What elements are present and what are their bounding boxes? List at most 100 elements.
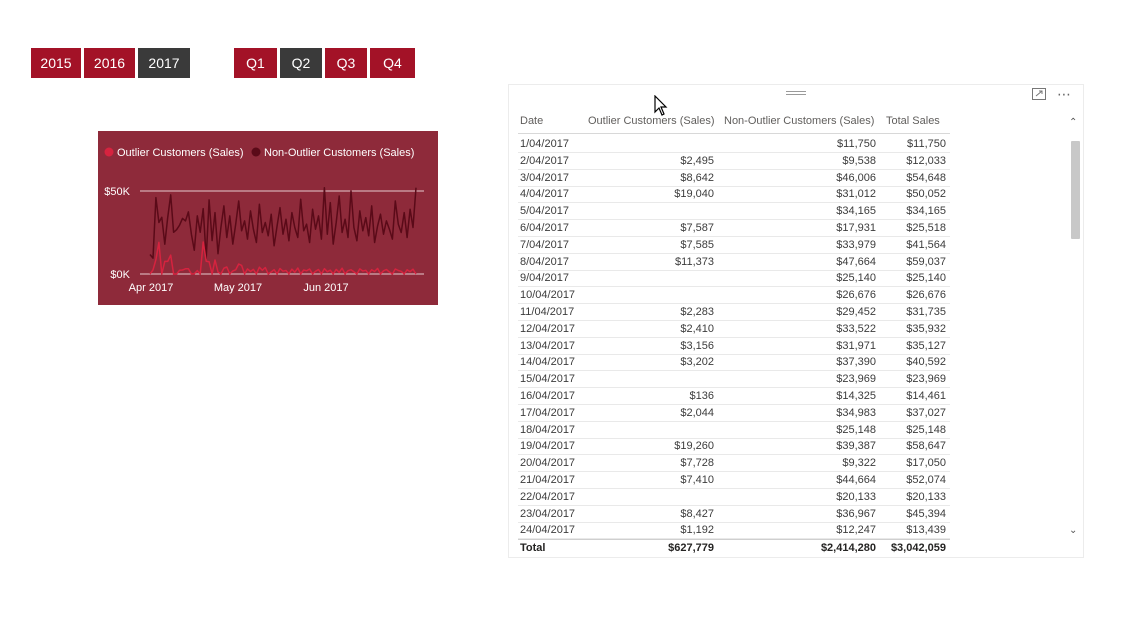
table-row[interactable]: 1/04/2017 $11,750 $11,750	[518, 136, 950, 153]
row-date-cell: 9/04/2017	[520, 272, 569, 285]
table-row[interactable]: 21/04/2017 $7,410 $44,664 $52,074	[518, 472, 950, 489]
y-tick-label: $0K	[110, 269, 130, 281]
row-non-outlier-cell: $31,971	[836, 339, 876, 352]
row-non-outlier-cell: $29,452	[836, 306, 876, 318]
row-outlier-cell: $11,373	[675, 255, 714, 268]
scrollbar-thumb[interactable]	[1071, 141, 1080, 239]
row-date-cell: 11/04/2017	[520, 306, 575, 318]
row-date-cell: 14/04/2017	[520, 356, 576, 369]
row-date-cell: 24/04/2017	[520, 524, 576, 537]
table-row[interactable]: 3/04/2017 $8,642 $46,006 $54,648	[518, 170, 950, 187]
legend-marker	[104, 147, 114, 157]
table-row[interactable]: 12/04/2017 $2,410 $33,522 $35,932	[518, 321, 950, 338]
row-total-cell: $11,750	[907, 138, 946, 150]
table-row[interactable]: 19/04/2017 $19,260 $39,387 $58,647	[518, 438, 950, 456]
row-outlier-cell: $7,587	[680, 222, 714, 234]
table-row[interactable]: 5/04/2017 $34,165 $34,165	[518, 203, 950, 221]
row-outlier-cell: $19,040	[674, 188, 714, 201]
table-row[interactable]: 8/04/2017 $11,373 $47,664 $59,037	[518, 254, 950, 271]
row-non-outlier-cell: $9,538	[842, 154, 876, 167]
table-row[interactable]: 11/04/2017 $2,283 $29,452 $31,735	[518, 304, 950, 321]
x-tick-label: Jun 2017	[303, 282, 348, 294]
y-tick-label: $50K	[104, 186, 130, 198]
table-row[interactable]: 23/04/2017 $8,427 $36,967 $45,394	[518, 506, 950, 523]
table-row[interactable]: 10/04/2017 $26,676 $26,676	[518, 287, 950, 305]
row-date-cell: 18/04/2017	[520, 423, 576, 436]
row-non-outlier-cell: $34,165	[836, 205, 876, 218]
row-date-cell: 4/04/2017	[520, 188, 569, 201]
row-date-cell: 10/04/2017	[520, 289, 576, 302]
column-header-non-outlier[interactable]: Non-Outlier Customers (Sales)	[724, 115, 875, 127]
table-row[interactable]: 9/04/2017 $25,140 $25,140	[518, 270, 950, 288]
row-date-cell: 23/04/2017	[520, 507, 576, 520]
quarter-q4-button[interactable]: Q4	[370, 48, 415, 78]
quarter-q2-button[interactable]: Q2	[280, 48, 322, 78]
year-2017-button[interactable]: 2017	[138, 48, 190, 78]
row-non-outlier-cell: $33,522	[836, 322, 876, 335]
row-non-outlier-cell: $11,750	[837, 138, 876, 150]
table-row[interactable]: 7/04/2017 $7,585 $33,979 $41,564	[518, 237, 950, 254]
header-divider	[518, 133, 950, 134]
row-outlier-cell: $19,260	[674, 440, 714, 453]
row-total-cell: $25,148	[906, 423, 946, 436]
row-date-cell: 20/04/2017	[520, 457, 576, 470]
table-row[interactable]: 16/04/2017 $136 $14,325 $14,461	[518, 388, 950, 405]
table-row[interactable]: 15/04/2017 $23,969 $23,969	[518, 371, 950, 389]
row-outlier-cell: $7,585	[680, 238, 714, 251]
column-header-date[interactable]: Date	[520, 115, 544, 127]
row-date-cell: 12/04/2017	[520, 322, 576, 335]
sales-table-visual[interactable]: ⋯ Date Outlier Customers (Sales) Non-Out…	[508, 84, 1084, 558]
total-sales: $3,042,059	[890, 542, 946, 554]
drag-handle-icon[interactable]	[786, 91, 806, 97]
total-non-outlier: $2,414,280	[820, 542, 876, 554]
non-outlier-series-line	[149, 186, 417, 260]
row-non-outlier-cell: $33,979	[836, 238, 876, 251]
quarter-q1-button[interactable]: Q1	[234, 48, 277, 78]
quarter-q3-button[interactable]: Q3	[325, 48, 367, 78]
scroll-up-icon[interactable]: ⌃	[1069, 117, 1078, 128]
row-non-outlier-cell: $17,931	[836, 222, 876, 234]
row-outlier-cell: $1,192	[680, 524, 714, 537]
row-non-outlier-cell: $9,322	[842, 457, 876, 470]
row-outlier-cell: $2,495	[680, 154, 714, 167]
row-non-outlier-cell: $34,983	[836, 406, 876, 419]
year-2015-button[interactable]: 2015	[31, 48, 81, 78]
row-non-outlier-cell: $44,664	[836, 474, 876, 486]
table-row[interactable]: 6/04/2017 $7,587 $17,931 $25,518	[518, 220, 950, 237]
row-non-outlier-cell: $47,664	[836, 255, 876, 268]
focus-mode-icon[interactable]	[1032, 88, 1046, 100]
row-date-cell: 2/04/2017	[520, 154, 569, 167]
table-row[interactable]: 17/04/2017 $2,044 $34,983 $37,027	[518, 405, 950, 422]
row-total-cell: $34,165	[906, 205, 946, 218]
row-total-cell: $35,932	[906, 322, 946, 335]
table-row[interactable]: 22/04/2017 $20,133 $20,133	[518, 489, 950, 506]
scroll-down-icon[interactable]: ⌄	[1069, 525, 1078, 536]
legend-marker	[251, 147, 261, 157]
year-2016-button[interactable]: 2016	[84, 48, 135, 78]
row-date-cell: 8/04/2017	[520, 255, 569, 268]
more-options-icon[interactable]: ⋯	[1057, 86, 1072, 102]
table-row[interactable]: 4/04/2017 $19,040 $31,012 $50,052	[518, 186, 950, 204]
column-header-total-sales[interactable]: Total Sales	[886, 115, 940, 127]
row-non-outlier-cell: $20,133	[836, 490, 876, 503]
table-row[interactable]: 2/04/2017 $2,495 $9,538 $12,033	[518, 153, 950, 170]
row-outlier-cell: $3,156	[680, 339, 714, 352]
row-total-cell: $40,592	[906, 356, 946, 369]
row-non-outlier-cell: $23,969	[836, 373, 876, 386]
row-date-cell: 1/04/2017	[520, 138, 569, 150]
row-non-outlier-cell: $31,012	[836, 188, 876, 201]
table-row[interactable]: 18/04/2017 $25,148 $25,148	[518, 422, 950, 439]
row-date-cell: 6/04/2017	[520, 222, 569, 234]
column-header-outlier[interactable]: Outlier Customers (Sales)	[588, 115, 715, 127]
table-row[interactable]: 14/04/2017 $3,202 $37,390 $40,592	[518, 354, 950, 372]
sales-line-chart[interactable]: Outlier Customers (Sales) Non-Outlier Cus…	[98, 131, 438, 305]
table-row[interactable]: 24/04/2017 $1,192 $12,247 $13,439	[518, 522, 950, 540]
table-row[interactable]: 13/04/2017 $3,156 $31,971 $35,127	[518, 338, 950, 355]
row-outlier-cell: $136	[689, 390, 714, 402]
row-date-cell: 19/04/2017	[520, 440, 576, 453]
row-outlier-cell: $7,728	[680, 457, 714, 470]
row-outlier-cell: $2,283	[680, 306, 714, 318]
row-total-cell: $58,647	[906, 440, 946, 453]
row-total-cell: $45,394	[906, 507, 946, 520]
table-row[interactable]: 20/04/2017 $7,728 $9,322 $17,050	[518, 455, 950, 473]
